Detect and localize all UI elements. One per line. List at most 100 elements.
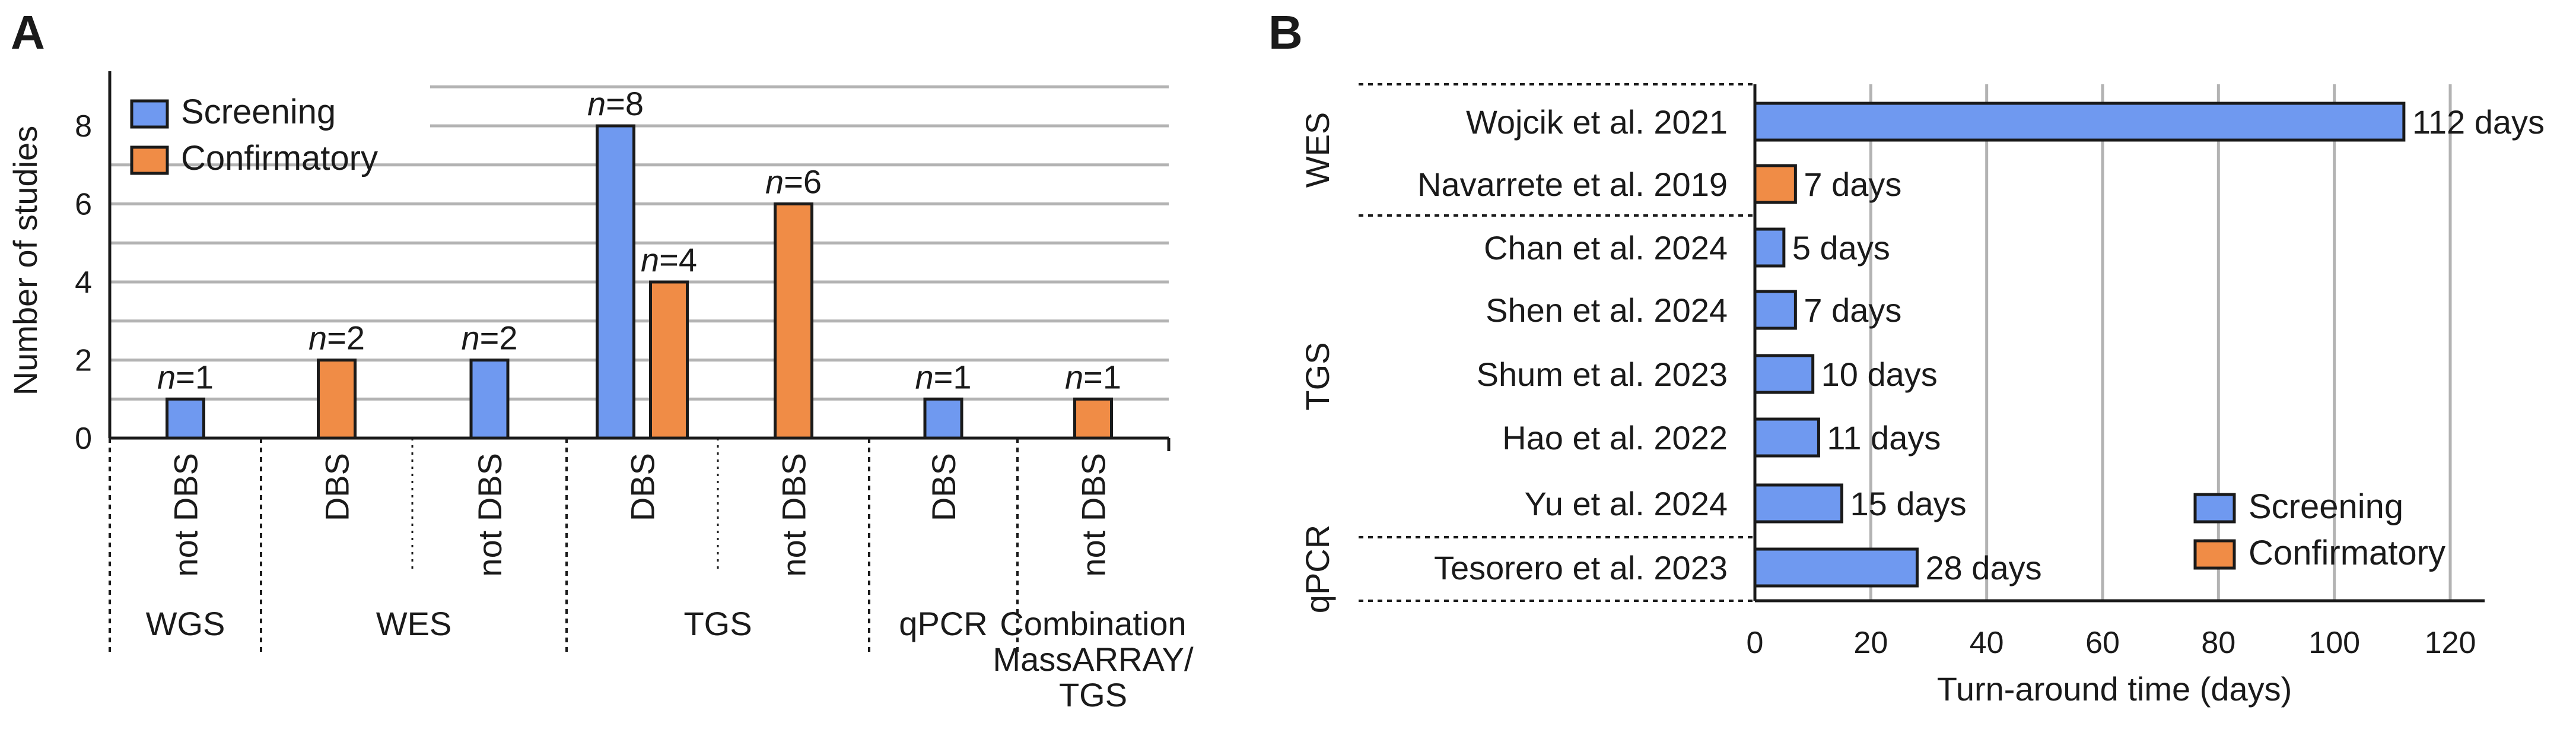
group-qpcr: n=1 DBS qPCR: [868, 358, 988, 653]
group-label: MassARRAY/: [993, 641, 1194, 678]
subgroup-label: not DBS: [471, 453, 508, 577]
subgroup-label: DBS: [319, 453, 356, 521]
n-label-count: =2: [327, 319, 365, 357]
bar-screening: [1753, 290, 1797, 330]
subgroup-label: DBS: [624, 453, 662, 521]
bar-confirmatory: [317, 359, 357, 440]
subgroup-label: not DBS: [1075, 453, 1112, 577]
bar-screening: [469, 359, 510, 440]
n-label-n: n: [309, 319, 327, 357]
n-label-count: =1: [1083, 358, 1121, 395]
bar-screening: [1753, 547, 1919, 588]
subgroup-label: not DBS: [775, 453, 813, 577]
n-label: n=4: [641, 241, 697, 278]
n-label-count: =4: [659, 241, 697, 278]
n-label: n=2: [309, 319, 365, 357]
bar-screening: [923, 397, 963, 440]
study-label: Navarrete et al. 2019: [1417, 166, 1728, 203]
bar-confirmatory: [649, 280, 689, 440]
panel-b: B 0 20 40 60 80 100 120 Turn-around time (days) W…: [1268, 6, 2545, 708]
n-label: n=2: [461, 319, 517, 357]
y-tick-label: 0: [75, 421, 92, 456]
panel-letter-b: B: [1268, 6, 1303, 59]
study-label: Shen et al. 2024: [1486, 291, 1728, 329]
value-label: 5 days: [1792, 229, 1890, 267]
study-label: Wojcik et al. 2021: [1466, 103, 1728, 141]
group-wgs: n=1 not DBS WGS: [109, 358, 225, 653]
group-label: WGS: [146, 605, 225, 642]
x-tick-label: 60: [2085, 626, 2120, 660]
bar-screening: [1753, 102, 2406, 142]
value-label: 15 days: [1850, 485, 1967, 522]
group-label: qPCR: [899, 605, 987, 642]
value-label: 28 days: [1925, 549, 2041, 587]
study-label: Yu et al. 2024: [1524, 485, 1728, 522]
subgroup-label: not DBS: [167, 453, 205, 577]
x-tick-label: 40: [1970, 626, 2004, 660]
value-label: 11 days: [1827, 419, 1941, 456]
group-wes: Wojcik et al. 2021 112 days Navarrete et a…: [1299, 102, 2545, 204]
legend-swatch-screening: [2193, 493, 2236, 524]
n-label-count: =1: [176, 358, 214, 395]
legend-swatch-confirmatory: [130, 145, 169, 175]
legend-label-screening: Screening: [181, 93, 336, 131]
y-tick-label: 8: [75, 109, 92, 144]
bar-screening: [1753, 417, 1820, 458]
group-qpcr: Tesorero et al. 2023 28 days qPCR: [1299, 525, 2042, 613]
n-label-n: n: [915, 358, 933, 395]
study-label: Shum et al. 2023: [1477, 356, 1728, 393]
group-label: TGS: [683, 605, 752, 642]
n-label-n: n: [157, 358, 176, 395]
x-tick-label: 20: [1853, 626, 1888, 660]
x-tick-label: 80: [2201, 626, 2235, 660]
n-label-count: =2: [480, 319, 518, 357]
legend-b: Screening Confirmatory: [2193, 487, 2445, 572]
n-label-n: n: [587, 85, 606, 122]
group-label: TGS: [1299, 342, 1336, 410]
n-label-n: n: [765, 163, 784, 201]
legend-swatch-screening: [130, 99, 169, 129]
group-label: TGS: [1059, 676, 1127, 714]
legend-label-screening: Screening: [2249, 487, 2403, 526]
x-tick-label: 0: [1747, 626, 1764, 660]
y-tick-label: 4: [75, 265, 92, 300]
bar-confirmatory: [1073, 397, 1113, 440]
value-label: 7 days: [1804, 166, 1901, 203]
x-tick-label: 120: [2425, 626, 2476, 660]
bar-screening: [1753, 483, 1843, 524]
n-label: n=8: [587, 85, 644, 122]
bar-screening: [1753, 354, 1815, 394]
bar-screening: [1753, 227, 1786, 268]
group-label: qPCR: [1299, 525, 1336, 613]
y-tick-label: 6: [75, 188, 92, 222]
bar-screening: [596, 124, 635, 440]
legend-label-confirmatory: Confirmatory: [181, 139, 378, 177]
panel-letter-a: A: [11, 6, 45, 59]
n-label-count: =6: [784, 163, 822, 201]
x-tick-label: 100: [2308, 626, 2360, 660]
y-axis-title: Number of studies: [7, 126, 44, 395]
n-label-count: =1: [934, 358, 972, 395]
subgroup-label: DBS: [925, 453, 962, 521]
value-label: 7 days: [1804, 291, 1901, 329]
n-label-n: n: [461, 319, 479, 357]
n-label: n=1: [1065, 358, 1121, 395]
bar-confirmatory: [774, 202, 813, 440]
study-label: Chan et al. 2024: [1484, 229, 1728, 267]
legend-label-confirmatory: Confirmatory: [2249, 534, 2445, 572]
group-label: WES: [1299, 112, 1336, 188]
n-label: n=1: [157, 358, 214, 395]
n-label-n: n: [1065, 358, 1083, 395]
study-label: Hao et al. 2022: [1502, 419, 1728, 456]
n-label-count: =8: [606, 85, 644, 122]
value-label: 10 days: [1821, 356, 1938, 393]
group-label: Combination: [1000, 605, 1186, 642]
group-label: WES: [376, 605, 452, 642]
x-axis-title: Turn-around time (days): [1937, 670, 2292, 708]
legend-a: Screening Confirmatory: [130, 93, 378, 177]
